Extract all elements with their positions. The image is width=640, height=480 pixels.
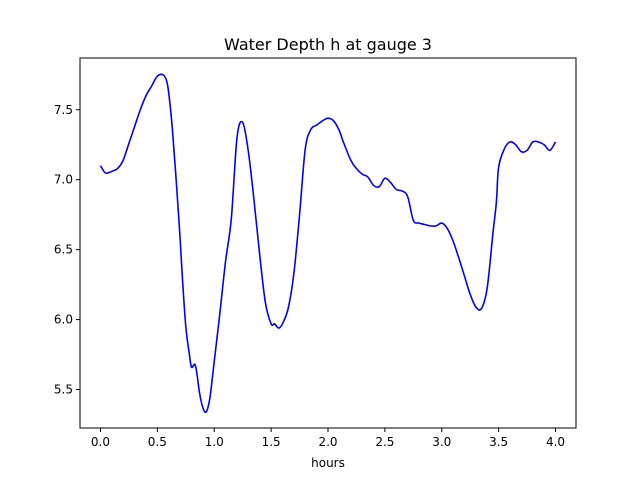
plot-area <box>99 73 557 414</box>
y-tick-label: 5.5 <box>54 383 73 397</box>
x-tick-label: 2.0 <box>318 435 337 449</box>
x-tick-label: 0.5 <box>148 435 167 449</box>
y-tick-label: 7.5 <box>54 103 73 117</box>
y-axis: 5.5 6.0 6.5 7.0 7.5 <box>54 103 80 397</box>
x-axis: 0.0 0.5 1.0 1.5 2.0 2.5 3.0 3.5 4.0 <box>91 428 565 449</box>
x-tick-label: 2.5 <box>375 435 394 449</box>
y-tick-label: 6.0 <box>54 313 73 327</box>
chart-title: Water Depth h at gauge 3 <box>224 35 432 54</box>
series-line-h <box>99 73 557 414</box>
x-axis-label: hours <box>311 456 345 470</box>
x-tick-label: 0.0 <box>91 435 110 449</box>
x-tick-label: 1.0 <box>205 435 224 449</box>
x-tick-label: 3.0 <box>432 435 451 449</box>
y-tick-label: 7.0 <box>54 173 73 187</box>
x-tick-label: 1.5 <box>262 435 281 449</box>
x-tick-label: 3.5 <box>489 435 508 449</box>
y-tick-label: 6.5 <box>54 243 73 257</box>
plot-frame <box>79 57 577 429</box>
x-tick-label: 4.0 <box>546 435 565 449</box>
